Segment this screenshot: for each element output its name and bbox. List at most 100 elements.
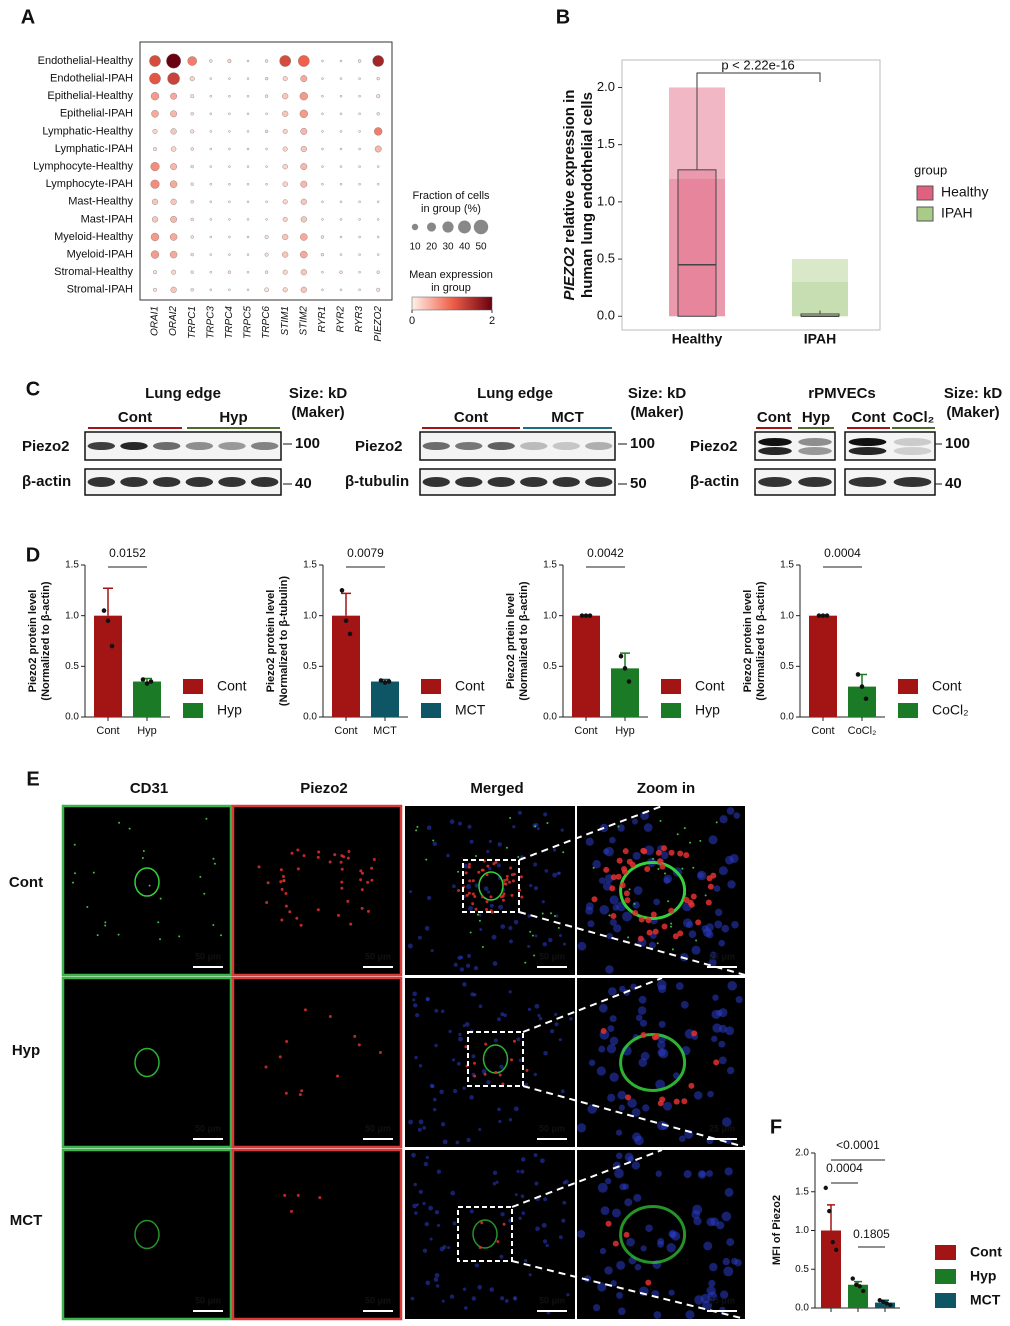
size-legend-dot bbox=[458, 220, 471, 234]
nucleus bbox=[497, 1107, 501, 1112]
dot bbox=[282, 76, 288, 82]
piezo2-speckle bbox=[624, 897, 631, 904]
piezo2-speckle bbox=[264, 1065, 268, 1069]
nucleus bbox=[637, 1006, 647, 1015]
dot bbox=[282, 287, 288, 293]
color-bar bbox=[411, 296, 493, 311]
dot bbox=[170, 92, 178, 100]
nucleus bbox=[449, 1294, 455, 1299]
piezo2-speckle bbox=[525, 1068, 529, 1072]
nucleus bbox=[548, 937, 553, 943]
cd31-speckle bbox=[534, 825, 537, 828]
column-label: TRPC3 bbox=[205, 306, 216, 339]
dot bbox=[190, 182, 194, 186]
y-axis-label: Piezo2 prtein level bbox=[505, 593, 517, 689]
piezo2-speckle bbox=[668, 907, 675, 914]
nucleus bbox=[657, 984, 667, 994]
piezo2-speckle bbox=[336, 913, 340, 917]
vessel-ring bbox=[619, 1205, 687, 1264]
nucleus bbox=[701, 925, 709, 933]
piezo2-speckle bbox=[316, 855, 320, 859]
nucleus bbox=[488, 839, 492, 843]
blot-band bbox=[585, 442, 613, 450]
nucleus bbox=[497, 842, 502, 847]
blot-band bbox=[87, 477, 116, 487]
dot bbox=[171, 269, 177, 275]
dot bbox=[282, 233, 289, 241]
nucleus bbox=[645, 1224, 653, 1232]
column-label: STIM1 bbox=[280, 306, 291, 335]
size-title: Size: kD bbox=[628, 385, 687, 402]
panel-letter: F bbox=[770, 1116, 782, 1138]
dot bbox=[282, 199, 288, 205]
zoom-box bbox=[467, 1031, 524, 1087]
nucleus bbox=[632, 851, 641, 860]
nucleus bbox=[492, 1170, 498, 1175]
nucleus bbox=[608, 987, 617, 996]
nucleus bbox=[496, 1017, 501, 1022]
piezo2-speckle bbox=[489, 895, 493, 899]
piezo2-speckle bbox=[695, 919, 702, 926]
nucleus bbox=[534, 1181, 539, 1186]
bracket bbox=[696, 72, 821, 87]
nucleus bbox=[726, 1238, 735, 1247]
nucleus bbox=[604, 1266, 613, 1275]
dot bbox=[358, 270, 361, 274]
dot bbox=[265, 165, 268, 168]
dot bbox=[227, 270, 232, 274]
nucleus bbox=[471, 1054, 476, 1059]
p-value: 0.1805 bbox=[853, 1227, 890, 1241]
piezo2-speckle bbox=[683, 852, 690, 859]
dot bbox=[246, 94, 250, 98]
cd31-speckle bbox=[219, 934, 222, 937]
cd31-speckle bbox=[692, 866, 695, 869]
nucleus bbox=[726, 1066, 735, 1075]
piezo2-speckle bbox=[505, 878, 509, 882]
cd31-speckle bbox=[670, 925, 673, 928]
nucleus bbox=[440, 1122, 446, 1127]
nucleus bbox=[464, 1021, 470, 1027]
piezo2-speckle bbox=[360, 906, 364, 910]
data-point bbox=[854, 1282, 859, 1287]
dot bbox=[246, 112, 250, 116]
p-value: <0.0001 bbox=[836, 1138, 880, 1152]
dot bbox=[358, 253, 361, 256]
nucleus bbox=[495, 1180, 499, 1184]
y-tick-label: 1.0 bbox=[795, 1225, 809, 1236]
nucleus bbox=[558, 1038, 562, 1042]
scale-bar-label: 25 μm bbox=[709, 1295, 735, 1305]
cd31-speckle bbox=[553, 914, 556, 917]
nucleus bbox=[470, 992, 475, 997]
cd31-speckle bbox=[608, 914, 611, 917]
legend-label: Hyp bbox=[970, 1268, 996, 1284]
nucleus bbox=[694, 1295, 704, 1305]
cd31-speckle bbox=[159, 938, 162, 941]
piezo2-speckle bbox=[637, 935, 644, 942]
piezo2-speckle bbox=[494, 860, 498, 864]
dot bbox=[376, 182, 380, 186]
row-label: Lymphatic-IPAH bbox=[55, 143, 133, 155]
blot-band bbox=[218, 442, 246, 450]
nucleus bbox=[615, 1129, 623, 1136]
blot-band bbox=[848, 447, 887, 455]
dot bbox=[282, 216, 288, 222]
nucleus bbox=[666, 1243, 676, 1253]
cd31-speckle bbox=[432, 839, 435, 842]
nucleus bbox=[486, 1080, 491, 1085]
dot bbox=[358, 112, 361, 116]
nucleus bbox=[543, 1197, 548, 1202]
data-point bbox=[378, 678, 384, 683]
x-tick-label: Healthy bbox=[672, 331, 723, 347]
cd31-speckle bbox=[477, 913, 480, 916]
row-label: Stromal-Healthy bbox=[54, 266, 133, 278]
nucleus bbox=[527, 1007, 532, 1012]
legend-label: Hyp bbox=[695, 702, 720, 718]
data-point bbox=[857, 1284, 862, 1289]
scale-bar-label: 50 μm bbox=[195, 1295, 221, 1305]
nucleus bbox=[513, 1296, 518, 1301]
nucleus bbox=[668, 1289, 675, 1296]
data-point bbox=[850, 1276, 855, 1281]
blot-band bbox=[552, 477, 580, 487]
blot-band bbox=[120, 442, 148, 450]
mw-label: 40 bbox=[295, 475, 312, 492]
